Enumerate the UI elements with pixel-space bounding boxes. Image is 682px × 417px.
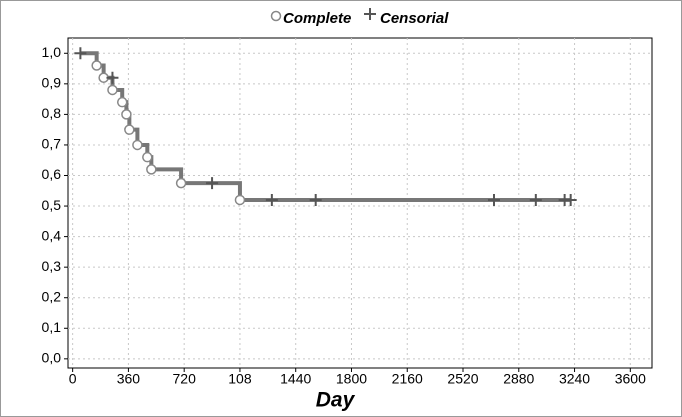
y-tick-label: 0,8 (42, 105, 62, 121)
x-tick-label: 0 (69, 371, 77, 387)
y-tick-label: 0,6 (42, 166, 62, 182)
censor-marker (309, 193, 322, 206)
censor-marker (564, 193, 577, 206)
y-tick-label: 0,1 (42, 319, 62, 335)
y-tick-label: 0,4 (42, 227, 62, 243)
x-axis-label: Day (316, 389, 356, 412)
complete-marker (124, 124, 135, 135)
x-tick-label: 2880 (503, 371, 534, 387)
y-tick-label: 0,5 (42, 197, 62, 213)
y-tick-label: 0,7 (42, 136, 62, 152)
complete-marker (132, 139, 143, 151)
complete-marker (91, 60, 102, 71)
complete-marker (107, 84, 118, 96)
complete-marker (121, 109, 132, 120)
complete-marker (234, 194, 246, 206)
censor-marker (206, 177, 219, 190)
x-tick-label: 360 (117, 371, 141, 387)
y-tick-label: 0,0 (42, 350, 62, 366)
legend-label: Censorial (380, 10, 449, 27)
x-tick-label: 2520 (447, 371, 478, 387)
censor-marker (529, 193, 542, 206)
legend-label: Complete (283, 10, 351, 27)
y-tick-label: 1,0 (42, 44, 62, 60)
censor-marker (74, 47, 87, 60)
x-tick-label: 108 (228, 371, 252, 387)
complete-marker (116, 96, 128, 108)
legend-symbol (364, 8, 376, 20)
y-tick-label: 0,9 (42, 75, 62, 91)
censor-marker (265, 193, 278, 206)
x-tick-label: 3600 (615, 371, 646, 387)
x-tick-label: 2160 (392, 371, 423, 387)
plot-area (67, 37, 653, 369)
x-tick-label: 1440 (280, 371, 311, 387)
y-tick-label: 0,2 (42, 288, 62, 304)
x-tick-label: 3240 (559, 371, 590, 387)
y-tick-label: 0,3 (42, 258, 62, 274)
complete-marker (142, 151, 153, 163)
x-tick-label: 720 (173, 371, 197, 387)
x-tick-label: 1800 (336, 371, 367, 387)
legend-symbol (270, 10, 282, 22)
censor-marker (487, 193, 500, 206)
complete-marker (175, 177, 187, 189)
censor-marker (106, 71, 119, 84)
complete-marker (146, 164, 157, 175)
